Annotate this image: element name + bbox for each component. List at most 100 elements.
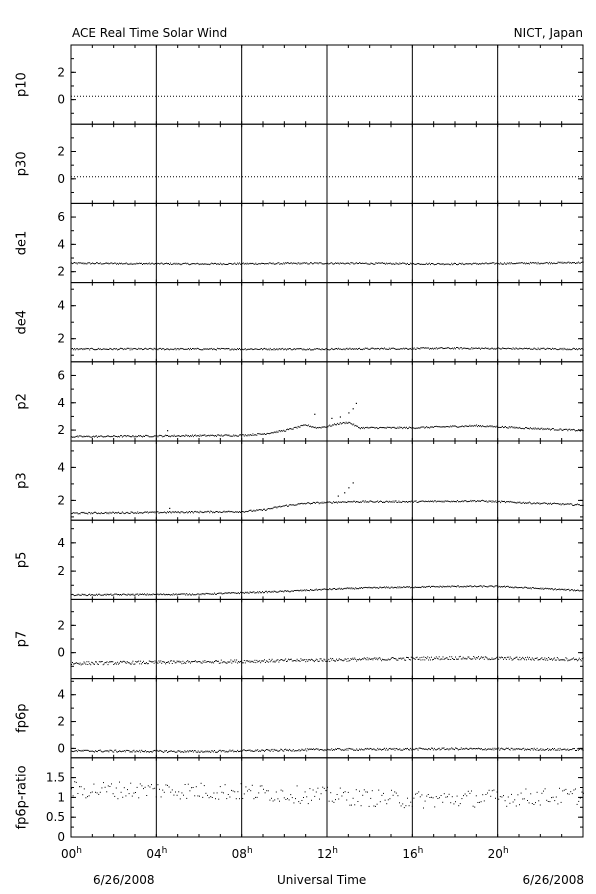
data-point bbox=[151, 751, 153, 753]
data-point bbox=[135, 263, 137, 265]
data-point bbox=[125, 262, 127, 264]
data-point bbox=[350, 501, 352, 503]
data-point bbox=[324, 588, 326, 590]
data-point bbox=[209, 348, 211, 350]
data-point bbox=[512, 263, 514, 265]
data-point bbox=[177, 750, 179, 752]
data-point bbox=[396, 659, 398, 661]
data-point bbox=[467, 501, 469, 503]
data-point bbox=[429, 262, 431, 264]
data-point bbox=[339, 416, 341, 418]
data-point bbox=[221, 750, 223, 751]
data-point bbox=[482, 348, 484, 349]
data-point bbox=[554, 659, 556, 661]
data-point bbox=[398, 348, 400, 350]
data-point bbox=[94, 263, 95, 265]
data-point bbox=[448, 263, 450, 265]
data-point bbox=[287, 660, 288, 662]
data-point bbox=[289, 658, 291, 660]
data-point bbox=[428, 500, 430, 502]
data-point bbox=[199, 795, 200, 797]
data-point bbox=[401, 658, 403, 660]
data-point bbox=[243, 348, 245, 350]
data-point bbox=[112, 263, 114, 265]
data-point bbox=[352, 424, 354, 426]
data-point bbox=[138, 435, 140, 436]
data-point bbox=[161, 512, 163, 514]
data-point bbox=[548, 428, 550, 430]
data-point bbox=[502, 748, 503, 750]
data-point bbox=[130, 593, 132, 595]
data-point bbox=[151, 784, 152, 786]
data-point bbox=[401, 502, 403, 503]
data-point bbox=[217, 434, 219, 436]
data-point bbox=[365, 501, 367, 503]
data-point bbox=[194, 750, 196, 752]
data-point bbox=[159, 347, 161, 349]
data-point bbox=[208, 661, 210, 662]
data-point bbox=[235, 798, 237, 800]
data-point bbox=[435, 749, 437, 751]
data-point bbox=[466, 658, 468, 660]
data-point bbox=[264, 348, 266, 350]
data-point bbox=[422, 659, 424, 661]
data-point bbox=[272, 432, 274, 434]
data-point bbox=[541, 427, 543, 429]
data-point bbox=[292, 590, 294, 592]
data-point bbox=[508, 348, 510, 349]
data-point bbox=[252, 433, 254, 435]
data-point bbox=[579, 590, 581, 592]
data-point bbox=[310, 425, 311, 427]
data-point bbox=[318, 660, 320, 662]
data-point bbox=[300, 348, 302, 349]
data-point bbox=[426, 262, 428, 264]
panel-label-p3: p3 bbox=[15, 472, 30, 489]
data-point bbox=[405, 659, 407, 661]
data-point bbox=[310, 503, 311, 505]
data-point bbox=[154, 263, 156, 264]
data-point bbox=[322, 786, 324, 788]
data-point bbox=[105, 262, 107, 264]
data-point bbox=[455, 425, 456, 427]
data-point bbox=[304, 589, 306, 591]
data-point bbox=[295, 660, 297, 662]
data-point bbox=[386, 749, 388, 751]
data-point bbox=[93, 783, 95, 785]
data-point bbox=[391, 347, 393, 349]
data-point bbox=[457, 347, 459, 349]
data-point bbox=[495, 797, 496, 799]
data-point bbox=[96, 792, 98, 794]
data-point bbox=[357, 588, 359, 590]
data-point bbox=[242, 592, 244, 594]
data-point bbox=[330, 657, 332, 659]
data-point bbox=[110, 262, 112, 264]
data-point bbox=[179, 661, 181, 663]
data-point bbox=[415, 793, 416, 795]
data-point bbox=[97, 512, 99, 514]
data-point bbox=[125, 436, 127, 438]
data-point bbox=[485, 794, 487, 795]
data-point bbox=[453, 585, 455, 587]
data-point bbox=[339, 787, 341, 789]
data-point bbox=[207, 435, 209, 437]
data-point bbox=[505, 348, 507, 350]
data-point bbox=[255, 262, 257, 264]
data-point bbox=[341, 659, 343, 661]
data-point bbox=[194, 263, 196, 265]
data-point bbox=[483, 348, 485, 350]
data-point bbox=[373, 348, 375, 350]
data-point bbox=[533, 502, 535, 504]
data-point bbox=[259, 433, 261, 435]
data-point bbox=[414, 586, 416, 588]
data-point bbox=[144, 786, 146, 788]
data-point bbox=[161, 435, 163, 437]
data-point bbox=[539, 503, 541, 505]
data-point bbox=[384, 799, 386, 801]
data-point bbox=[421, 500, 423, 502]
data-point bbox=[338, 423, 340, 425]
data-point bbox=[574, 589, 575, 591]
data-point bbox=[384, 501, 385, 503]
data-point bbox=[551, 348, 552, 350]
data-point bbox=[568, 349, 570, 351]
data-point bbox=[313, 502, 315, 503]
